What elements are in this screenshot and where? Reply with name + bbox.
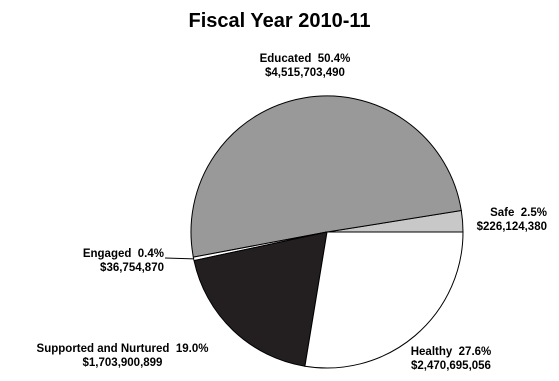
slice-educated [190,95,462,258]
label-supported-name: Supported and Nurtured [36,343,170,355]
label-engaged-percent: 0.4% [137,248,164,260]
label-safe-name: Safe [490,207,515,219]
label-educated: Educated 50.4% $4,515,703,490 [250,52,360,80]
chart-title: Fiscal Year 2010-11 [188,10,371,32]
label-educated-amount: $4,515,703,490 [265,67,345,79]
label-healthy-percent: 27.6% [458,346,492,358]
label-healthy-amount: $2,470,695,056 [411,360,491,372]
slice-healthy [304,231,464,369]
label-educated-name: Educated [259,53,312,65]
label-supported-amount: $1,703,900,899 [82,357,163,369]
label-healthy-name: Healthy [410,346,453,358]
label-educated-percent: 50.4% [317,53,351,65]
label-safe: Safe 2.5% $226,124,380 [440,206,547,234]
leader-line-engaged [164,257,194,260]
label-safe-percent: 2.5% [520,207,547,219]
label-engaged-amount: $36,754,870 [100,262,164,274]
slice-supported [193,231,328,367]
label-engaged-name: Engaged [82,248,132,260]
label-supported: Supported and Nurtured 19.0% $1,703,900,… [10,342,235,370]
label-safe-amount: $226,124,380 [476,221,547,233]
label-healthy: Healthy 27.6% $2,470,695,056 [376,345,526,373]
label-engaged: Engaged 0.4% $36,754,870 [60,247,164,275]
label-supported-percent: 19.0% [175,343,209,355]
